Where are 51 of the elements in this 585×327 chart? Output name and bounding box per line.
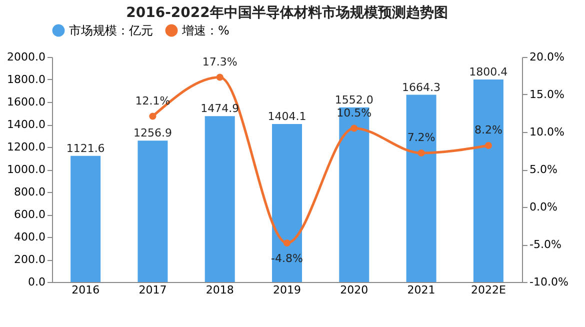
y-tick-label: 600.0	[14, 208, 46, 221]
x-tick-label: 2017	[138, 284, 167, 296]
data-label: 1404.1	[268, 110, 306, 124]
legend-label: 市场规模：亿元	[69, 24, 153, 38]
y-tick-label: 2000.0	[7, 50, 46, 64]
y2-tick-label: 10.0%	[530, 126, 564, 138]
point	[216, 74, 224, 81]
data-label: 17.3%	[202, 55, 238, 68]
bar	[473, 79, 504, 282]
data-label: 1800.4	[469, 65, 508, 78]
x-tick-label: 2019	[273, 284, 301, 296]
point	[418, 149, 425, 157]
y-tick-label: 0.0	[28, 276, 46, 288]
point	[149, 112, 156, 120]
x-tick-label: 2016	[72, 284, 100, 296]
point	[350, 124, 358, 132]
data-label: 1256.9	[133, 126, 172, 140]
y2-tick-label: 20.0%	[530, 50, 564, 64]
y-tick-label: 400.0	[14, 230, 46, 244]
legend-label: 增速：%	[181, 24, 230, 38]
bar	[406, 94, 436, 282]
data-label: 8.2%	[474, 124, 502, 136]
y2-tick-label: -10.0%	[530, 276, 568, 288]
y2-tick-label: 5.0%	[530, 163, 558, 176]
y2-tick-label: 0.0%	[530, 200, 558, 214]
data-label: 1664.3	[402, 80, 441, 94]
data-label: 1121.6	[66, 142, 105, 155]
data-label: 7.2%	[407, 131, 436, 144]
y-tick-label: 1200.0	[7, 140, 46, 154]
point	[484, 142, 492, 150]
y-tick-label: 1600.0	[7, 96, 46, 108]
x-tick-label: 2022E	[470, 284, 506, 296]
y-tick-label: 200.0	[14, 253, 46, 266]
y2-tick-label: 15.0%	[530, 88, 564, 101]
x-tick-label: 2018	[206, 284, 234, 296]
y-tick-label: 800.0	[14, 186, 46, 198]
y2-tick-label: -5.0%	[530, 238, 562, 251]
bar	[272, 124, 302, 282]
bar	[339, 107, 370, 282]
bar	[204, 116, 235, 282]
data-label: 1552.0	[334, 93, 374, 106]
point	[283, 239, 291, 247]
x-tick-label: 2020	[340, 284, 368, 296]
data-label: 12.1%	[135, 94, 170, 108]
y-tick-label: 1000.0	[7, 163, 46, 176]
bar	[138, 140, 168, 282]
x-tick-label: 2021	[407, 284, 436, 296]
y-tick-label: 1800.0	[7, 73, 46, 86]
bar	[70, 156, 101, 282]
y-tick-label: 1400.0	[7, 118, 46, 131]
chart-title: 2016-2022年中国半导体材料市场规模预测趋势图	[126, 4, 448, 21]
